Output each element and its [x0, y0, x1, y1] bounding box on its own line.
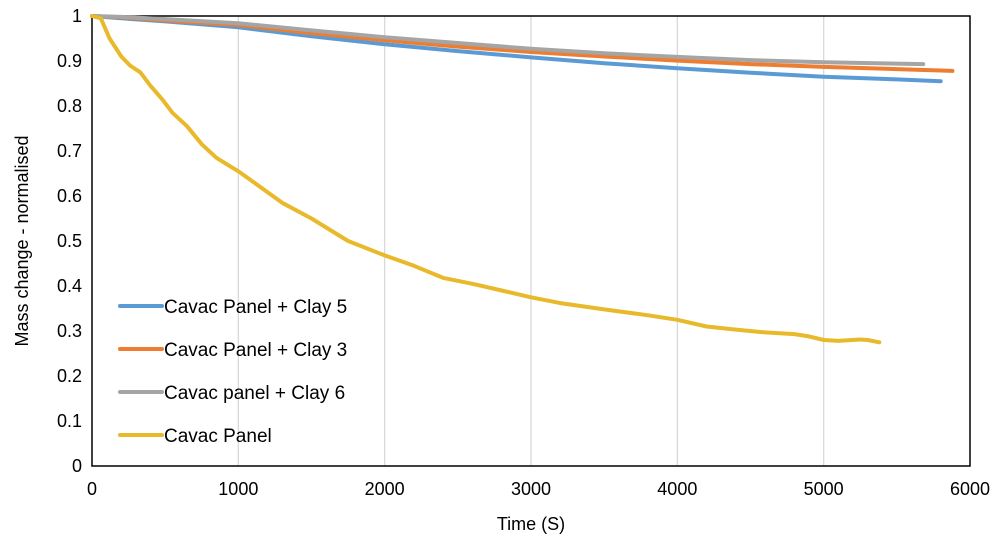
x-tick-label: 4000: [657, 479, 697, 499]
x-tick-label: 2000: [365, 479, 405, 499]
x-tick-label: 0: [87, 479, 97, 499]
legend-label: Cavac Panel: [164, 426, 272, 447]
y-tick-label: 0.2: [57, 366, 82, 386]
legend-label: Cavac panel + Clay 6: [164, 383, 345, 404]
x-axis-tick-labels: 0 1000 2000 3000 4000 5000 6000: [87, 479, 990, 499]
x-tick-label: 5000: [804, 479, 844, 499]
y-tick-label: 0.9: [57, 51, 82, 71]
y-tick-label: 1: [72, 6, 82, 26]
legend-label: Cavac Panel + Clay 3: [164, 340, 347, 361]
x-tick-label: 3000: [511, 479, 551, 499]
y-tick-label: 0.6: [57, 186, 82, 206]
x-tick-label: 6000: [950, 479, 990, 499]
y-tick-label: 0: [72, 456, 82, 476]
x-tick-label: 1000: [218, 479, 258, 499]
y-tick-label: 0.5: [57, 231, 82, 251]
gridlines: [237, 16, 825, 466]
series-line-4: [90, 14, 882, 345]
y-tick-label: 0.1: [57, 411, 82, 431]
series-lines: [90, 14, 955, 345]
y-axis-tick-labels: 0 0.1 0.2 0.3 0.4 0.5 0.6 0.7 0.8 0.9 1: [57, 6, 82, 476]
legend: Cavac Panel + Clay 5 Cavac Panel + Clay 3…: [118, 297, 347, 447]
series-line-3: [90, 14, 926, 67]
legend-label: Cavac Panel + Clay 5: [164, 297, 347, 318]
x-axis-title: Time (S): [497, 514, 565, 534]
y-tick-label: 0.8: [57, 96, 82, 116]
y-tick-label: 0.4: [57, 276, 82, 296]
y-axis-title: Mass change - normalised: [12, 135, 32, 346]
y-tick-label: 0.3: [57, 321, 82, 341]
y-tick-label: 0.7: [57, 141, 82, 161]
plot-area-border: [91, 15, 971, 467]
